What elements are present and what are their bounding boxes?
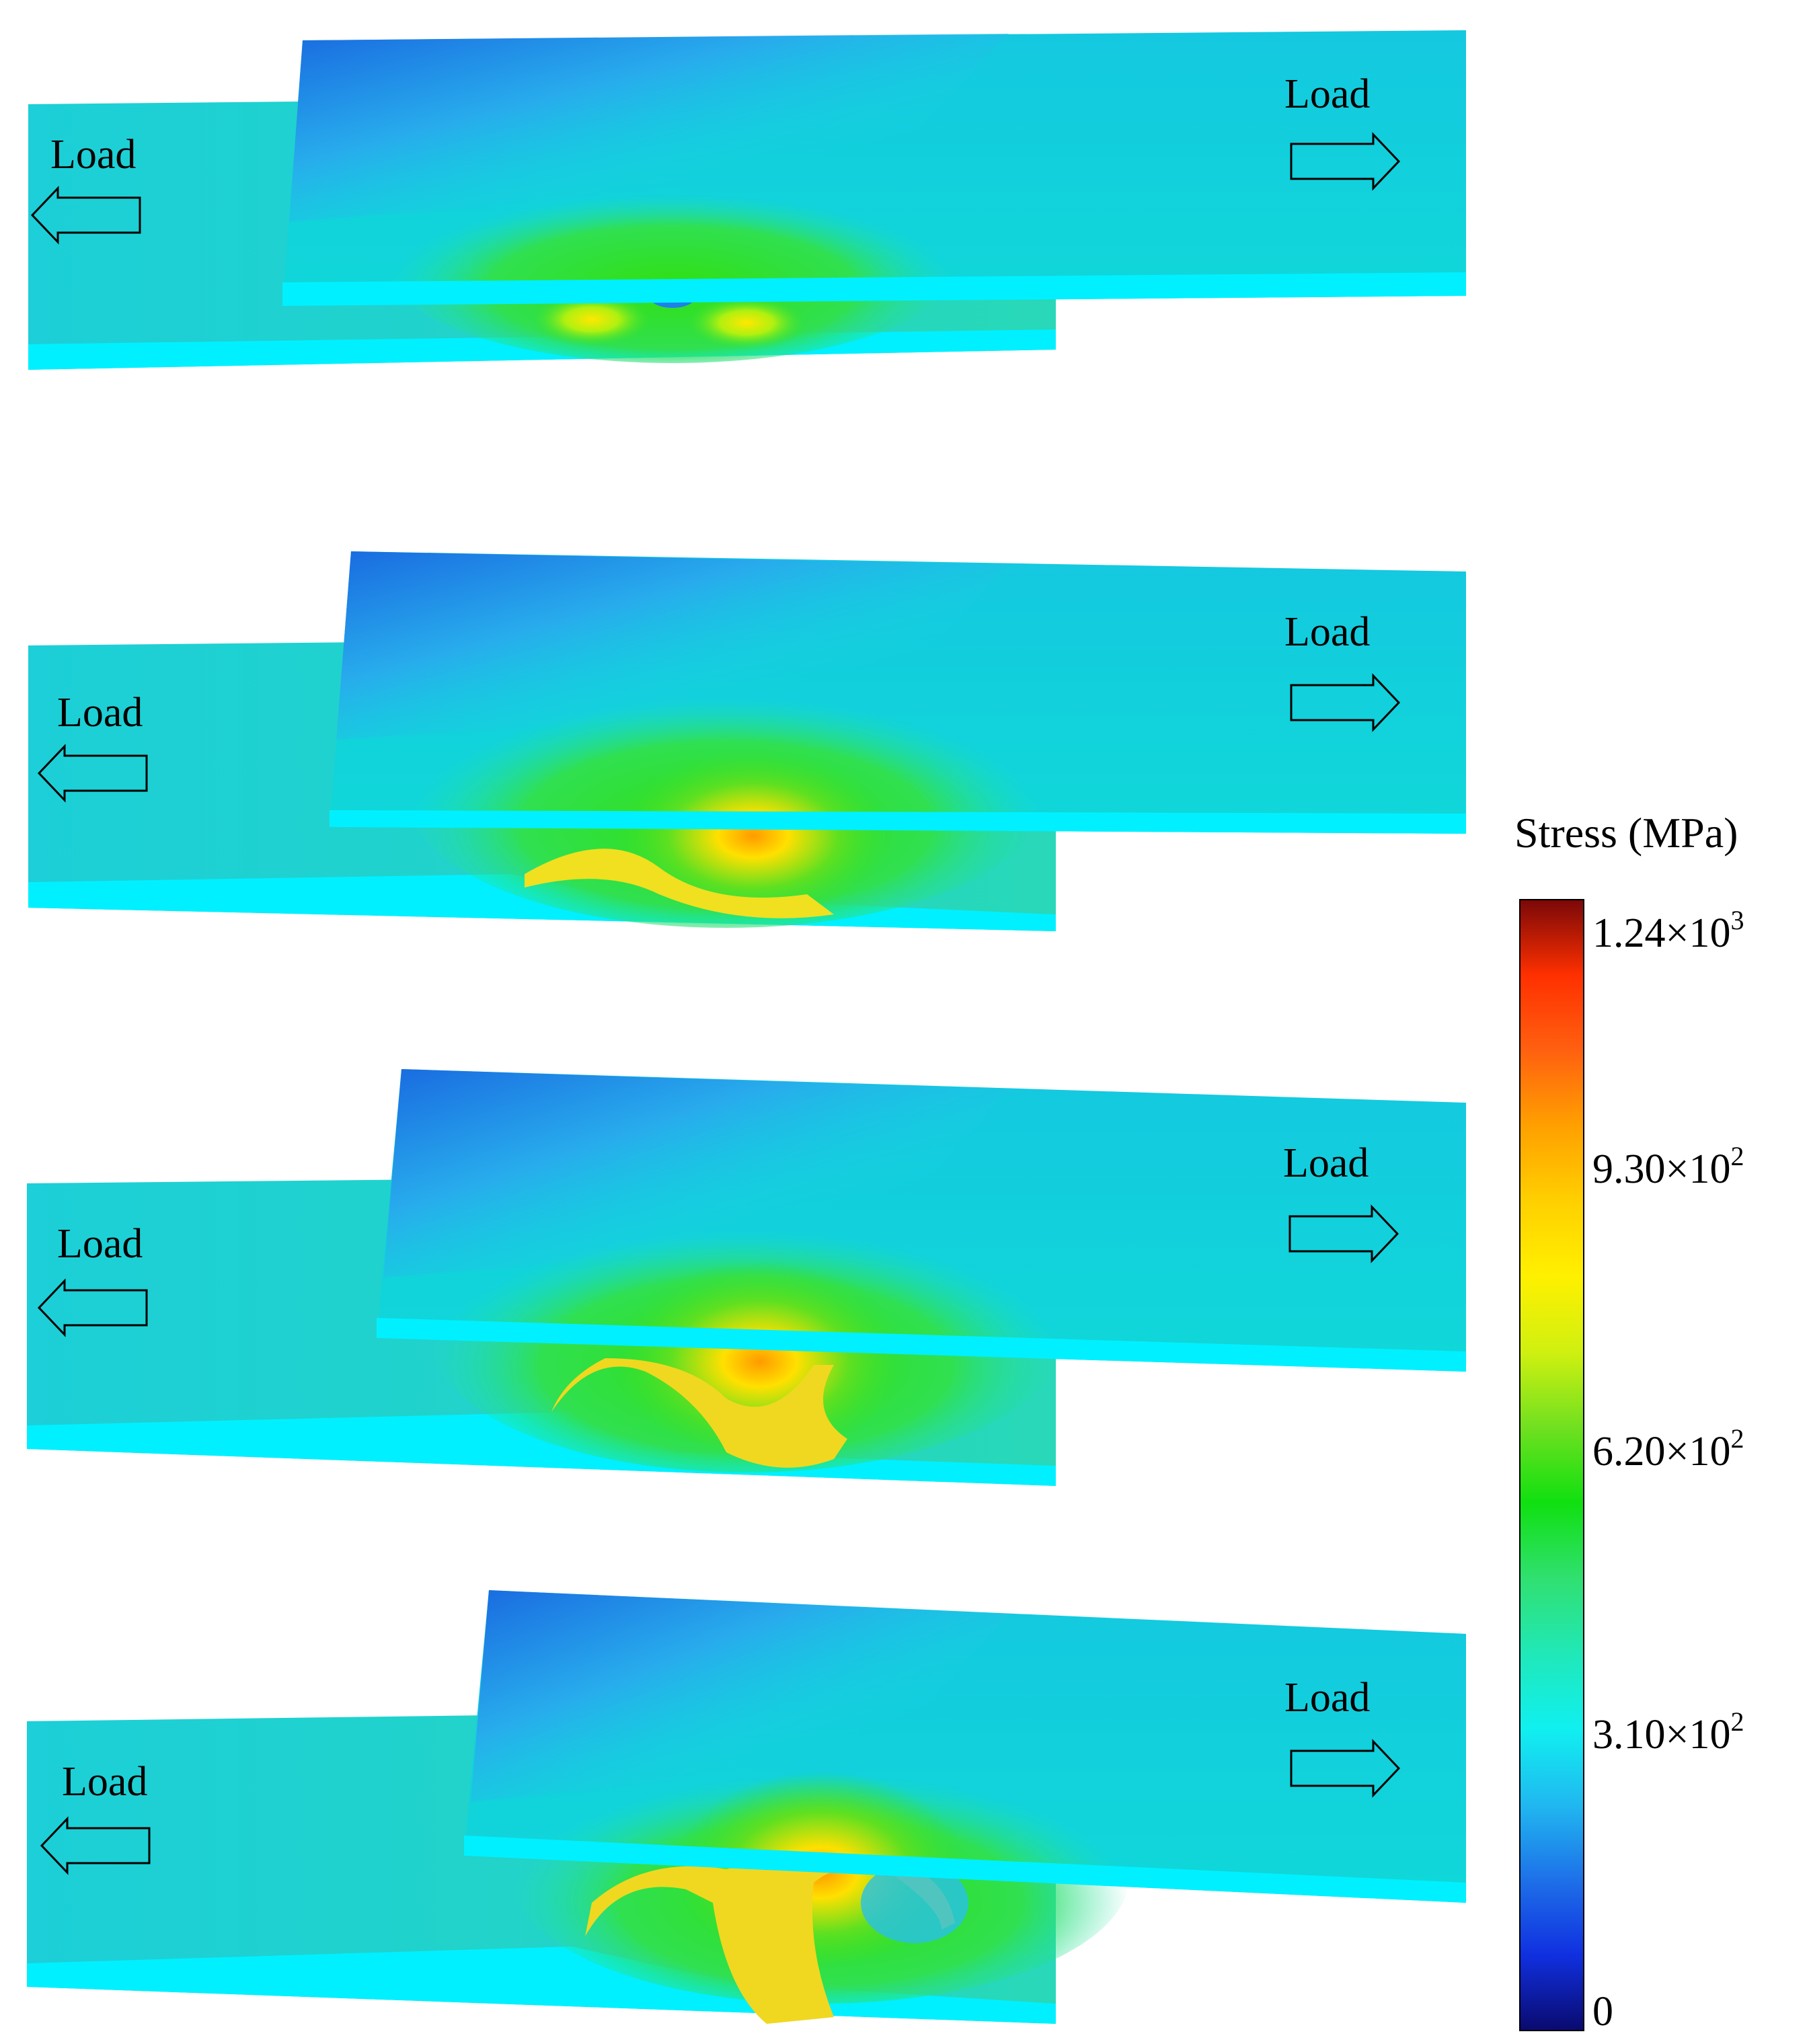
- load-label-right: Load: [1284, 1675, 1370, 1721]
- upper-plate-blue-corner: [289, 34, 1009, 222]
- load-arrow-right-icon: [1290, 1739, 1401, 1798]
- stress-legend: Stress (MPa) 1.24×103 9.30×102 6.20×102 3.1…: [1514, 809, 1744, 2035]
- load-label-right: Load: [1283, 1140, 1369, 1186]
- stress-zone-hot: [531, 292, 652, 346]
- colorbar: [1519, 899, 1584, 2031]
- load-label-left: Load: [50, 132, 136, 178]
- deformed-rivet-zone: [525, 849, 834, 918]
- upper-plate-edge: [377, 1318, 1466, 1372]
- colorbar-tick-label: 0: [1592, 1989, 1613, 2035]
- upper-plate-edge: [330, 810, 1466, 834]
- upper-plate-edge: [282, 272, 1466, 306]
- load-annotations: Load Load Load Load Load Load Load Load: [30, 71, 1401, 1875]
- legend-title: Stress (MPa): [1514, 809, 1738, 857]
- colorbar-tick-label: 6.20×102: [1592, 1423, 1744, 1475]
- panel-2: [28, 551, 1466, 931]
- stress-zone-hot: [612, 1251, 908, 1452]
- stress-zone-hot: [686, 296, 807, 350]
- load-label-left: Load: [57, 690, 143, 736]
- load-label-right: Load: [1284, 609, 1370, 655]
- deformed-rivet-zone: [551, 1358, 847, 1468]
- colorbar-ticks: 1.24×103 9.30×102 6.20×102 3.10×102 0: [1592, 905, 1744, 2035]
- load-label-left: Load: [57, 1221, 143, 1267]
- colorbar-tick-label: 9.30×102: [1592, 1141, 1744, 1192]
- load-arrow-left-icon: [40, 1816, 151, 1875]
- stress-zone-low: [861, 1862, 968, 1943]
- load-arrow-right-icon: [1288, 1204, 1399, 1263]
- load-arrow-left-icon: [30, 186, 141, 245]
- stress-zone-green: [390, 175, 955, 363]
- load-label-right: Load: [1284, 71, 1370, 117]
- upper-plate-edge: [464, 1836, 1466, 1903]
- load-arrow-right-icon: [1290, 132, 1401, 191]
- load-arrow-right-icon: [1290, 673, 1401, 732]
- panel-1: [28, 30, 1466, 370]
- load-arrow-left-icon: [37, 744, 148, 803]
- colorbar-tick-label: 3.10×102: [1592, 1706, 1744, 1758]
- deformed-rivet-zone: [585, 1856, 955, 2024]
- load-label-left: Load: [62, 1759, 147, 1805]
- colorbar-tick-label: 1.24×103: [1592, 905, 1744, 956]
- panel-4: [27, 1590, 1466, 2024]
- upper-plate-blue-corner: [471, 1590, 1009, 1802]
- panel-3: [27, 1069, 1466, 1486]
- load-arrow-left-icon: [37, 1278, 148, 1337]
